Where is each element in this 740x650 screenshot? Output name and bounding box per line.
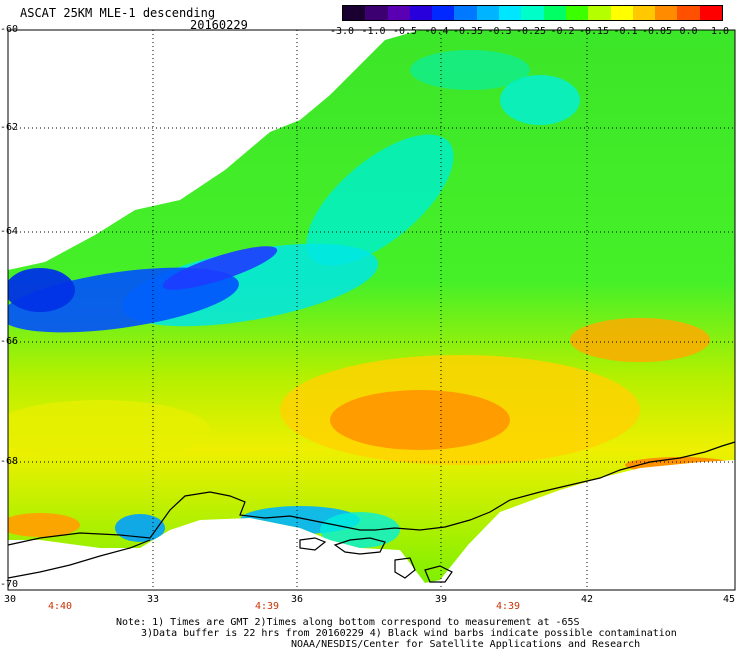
footnote: Note: 1) Times are GMT 2)Times along bot…	[116, 617, 677, 650]
color-swatch-16	[699, 6, 723, 20]
color-scale-label-0: -3.0	[329, 26, 355, 37]
color-scale-label-7: -0.2	[550, 26, 575, 37]
footnote-line-2: 3)Data buffer is 22 hrs from 20160229 4)…	[141, 628, 677, 639]
color-swatch-0	[343, 6, 366, 20]
lon-label-45: 45	[722, 594, 736, 605]
color-scale-label-12: 1.0	[710, 26, 730, 37]
color-swatch-10	[565, 6, 589, 20]
color-scale-label-5: -0.3	[487, 26, 512, 37]
color-swatch-3	[409, 6, 433, 20]
color-scale-label-8: -0.15	[578, 26, 610, 37]
lon-label-30: 30	[3, 594, 17, 605]
lon-label-39: 39	[434, 594, 448, 605]
time-label-2: 4:39	[254, 601, 280, 612]
footnote-line-3: NOAA/NESDIS/Center for Satellite Applica…	[291, 639, 641, 650]
color-scale-label-1: -1.0	[361, 26, 386, 37]
color-scale-label-10: -0.05	[641, 26, 673, 37]
footnote-line-1: Note: 1) Times are GMT 2)Times along bot…	[116, 617, 580, 628]
lat-label-62: -62	[0, 122, 19, 133]
color-scale-label-6: -0.25	[515, 26, 547, 37]
color-swatch-6	[476, 6, 500, 20]
color-swatch-15	[677, 6, 700, 20]
color-swatch-12	[610, 6, 633, 20]
color-scale-label-9: -0.1	[613, 26, 638, 37]
color-swatch-7	[499, 6, 522, 20]
lon-label-42: 42	[580, 594, 594, 605]
lat-label-70: -70	[0, 579, 19, 590]
data-swath	[8, 30, 735, 583]
color-swatch-2	[387, 6, 410, 20]
lat-label-68: -68	[0, 456, 19, 467]
color-scale-bar	[342, 5, 723, 21]
color-scale-label-4: -0.35	[452, 26, 484, 37]
lon-label-36: 36	[290, 594, 304, 605]
lon-label-33: 33	[146, 594, 160, 605]
time-label-3: 4:39	[495, 601, 521, 612]
color-swatch-4	[432, 6, 455, 20]
lat-label-66: -66	[0, 336, 19, 347]
lat-label-60: -60	[0, 24, 19, 35]
lat-lon-grid	[8, 30, 735, 590]
color-swatch-11	[588, 6, 611, 20]
lat-label-64: -64	[0, 226, 19, 237]
color-scale-label-11: 0.0	[679, 26, 698, 37]
color-swatch-8	[521, 6, 544, 20]
coastline	[7, 441, 736, 583]
color-scale-label-3: -0.4	[424, 26, 449, 37]
color-scale-label-2: -0.5	[392, 26, 418, 37]
map-title: ASCAT 25KM MLE-1 descending	[20, 6, 216, 20]
map-date: 20160229	[190, 18, 248, 32]
color-swatch-9	[543, 6, 566, 20]
color-swatch-1	[365, 6, 388, 20]
map-frame	[7, 29, 736, 591]
color-swatch-14	[655, 6, 678, 20]
time-label-1: 4:40	[47, 601, 73, 612]
color-swatch-13	[632, 6, 656, 20]
color-swatch-5	[454, 6, 477, 20]
